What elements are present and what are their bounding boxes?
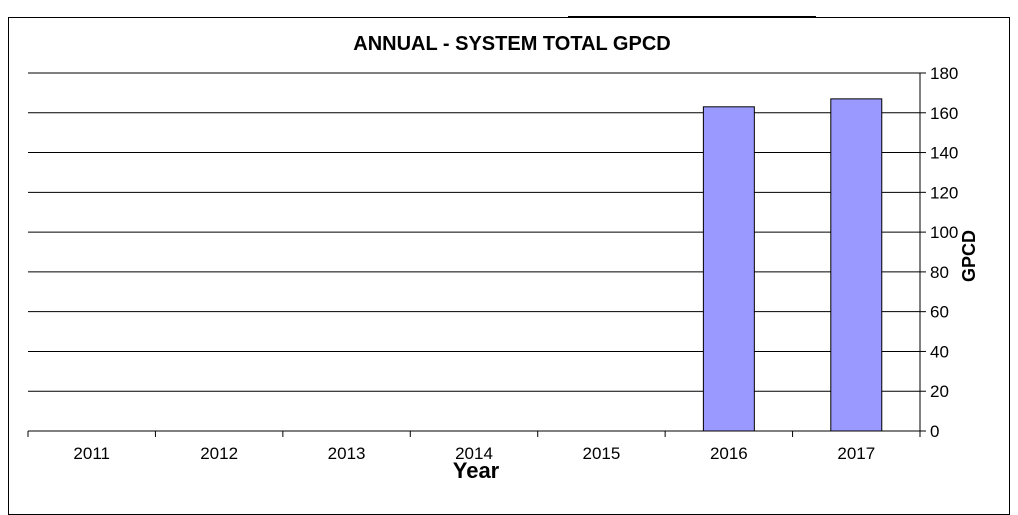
y-tick-labels: 0 20 40 60 80 100 120 140 160 180 <box>930 64 958 441</box>
bar-2016 <box>703 107 754 431</box>
x-tick-label: 2015 <box>583 444 621 463</box>
grid-lines <box>28 73 920 391</box>
y-tick-label: 20 <box>930 382 949 401</box>
y-tick-label: 100 <box>930 223 958 242</box>
bar-series <box>703 99 881 431</box>
x-tick-label: 2016 <box>710 444 748 463</box>
chart-title: ANNUAL - SYSTEM TOTAL GPCD <box>353 33 670 55</box>
x-tick-label: 2013 <box>328 444 366 463</box>
y-tick-label: 140 <box>930 144 958 163</box>
y-tick-label: 40 <box>930 342 949 361</box>
y-tick-label: 80 <box>930 263 949 282</box>
y-tick-label: 0 <box>930 422 939 441</box>
x-tick-label: 2011 <box>73 444 110 463</box>
x-tick-label: 2012 <box>200 444 238 463</box>
bar-2017 <box>831 99 882 431</box>
y-tick-label: 120 <box>930 183 958 202</box>
axes <box>28 73 926 437</box>
y-tick-label: 160 <box>930 104 958 123</box>
y-tick-label: 180 <box>930 64 958 83</box>
y-axis-title: GPCD <box>959 230 979 282</box>
x-tick-label: 2017 <box>837 444 875 463</box>
x-axis-title: Year <box>453 458 500 483</box>
y-tick-label: 60 <box>930 303 949 322</box>
